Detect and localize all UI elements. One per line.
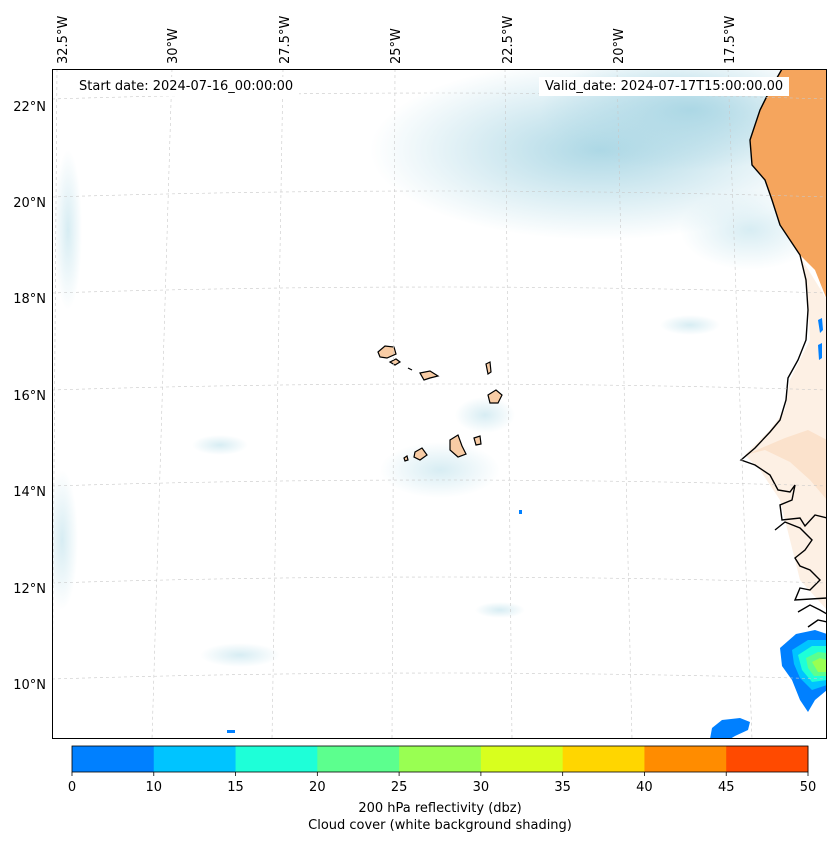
- parallel-16: [52, 383, 827, 391]
- island-santiago: [449, 434, 467, 458]
- colorbar-tick-label: 40: [636, 780, 653, 795]
- longitude-labels: 32.5°W 30°W 27.5°W 25°W 22.5°W 20°W 17.5…: [56, 16, 738, 64]
- land-senegal-shade: [745, 430, 827, 500]
- island-sal: [485, 361, 492, 375]
- land-mauritania: [750, 69, 827, 300]
- parallel-20: [52, 190, 827, 198]
- colorbar-segment: [644, 746, 727, 772]
- parallel-12: [52, 576, 827, 584]
- meridian-27-5: [271, 69, 284, 739]
- colorbar-tick-label: 10: [146, 780, 163, 795]
- colorbar-border: [71, 745, 809, 773]
- cloud-patch-west-1: [54, 150, 82, 310]
- cape-verde-islands: [377, 345, 503, 462]
- lon-label: 25°W: [389, 28, 404, 64]
- start-date-label: Start date: 2024-07-16_00:00:00: [73, 77, 300, 96]
- island-fogo: [413, 447, 428, 461]
- lon-label: 27.5°W: [278, 16, 293, 64]
- reflectivity-cell-tiny-2: [519, 510, 522, 514]
- colorbar-tick-label: 30: [473, 780, 490, 795]
- cloud-patch-west-2: [52, 470, 78, 610]
- island-maio: [473, 435, 482, 446]
- parallel-18: [52, 286, 827, 294]
- colorbar-tick-label: 35: [554, 780, 571, 795]
- cloud-patch-south-west: [200, 643, 280, 667]
- parallel-10: [52, 672, 827, 680]
- lat-label: 10°N: [13, 678, 46, 693]
- lon-label: 20°W: [612, 28, 627, 64]
- lon-label: 22.5°W: [501, 16, 516, 64]
- latitude-labels: 22°N 20°N 18°N 16°N 14°N 12°N 10°N: [13, 100, 46, 693]
- lat-label: 18°N: [13, 292, 46, 307]
- reflectivity-cell-tiny: [227, 730, 235, 733]
- colorbar-label: 200 hPa reflectivity (dbz): [358, 801, 522, 816]
- lon-label: 30°W: [166, 28, 181, 64]
- meridian-22-5: [504, 69, 513, 739]
- island-brava: [403, 455, 409, 462]
- colorbar-tick-label: 50: [800, 780, 817, 795]
- colorbar-tick-label: 15: [227, 780, 244, 795]
- island-santo-antao: [377, 345, 397, 359]
- colorbar-sublabel: Cloud cover (white background shading): [308, 818, 572, 833]
- coastline-guinea: [797, 604, 827, 615]
- parallel-22: [52, 92, 827, 100]
- cloud-patch-boavista: [455, 397, 515, 433]
- lon-label: 32.5°W: [56, 16, 71, 64]
- lat-label: 20°N: [13, 196, 46, 211]
- reflectivity-cell-south: [710, 718, 750, 739]
- colorbar-segment: [726, 746, 809, 772]
- island-santa-luzia: [407, 367, 413, 371]
- coastline-africa: [739, 69, 827, 528]
- meridian-20: [616, 69, 633, 739]
- colorbar-segment: [317, 746, 400, 772]
- reflectivity-field: [227, 318, 827, 739]
- lon-label: 17.5°W: [723, 16, 738, 64]
- coastline-guinea-south: [807, 619, 827, 628]
- colorbar-tick-label: 20: [309, 780, 326, 795]
- colorbar-segment: [480, 746, 564, 772]
- colorbar-segment: [562, 746, 645, 772]
- colorbar-segment: [399, 746, 482, 772]
- island-boa-vista: [487, 389, 503, 404]
- reflectivity-cell-30dbz: [812, 658, 827, 672]
- lat-label: 16°N: [13, 389, 46, 404]
- cloud-patch-mid: [192, 435, 248, 455]
- colorbar-tick-label: 25: [391, 780, 408, 795]
- cloud-patch-south: [475, 602, 525, 618]
- meridian-25: [391, 69, 396, 739]
- colorbar-segment: [235, 746, 318, 772]
- lat-label: 14°N: [13, 485, 46, 500]
- colorbar-tick-label: 0: [68, 780, 76, 795]
- graticule: [52, 69, 827, 739]
- island-sao-vicente: [388, 358, 402, 366]
- map-border: [52, 69, 827, 739]
- meridian-30: [151, 69, 173, 739]
- land-senegal: [745, 240, 827, 610]
- reflectivity-cell-coast: [818, 318, 823, 360]
- island-sao-nicolau: [419, 370, 440, 381]
- coastline-guinea-bissau: [774, 521, 827, 601]
- lat-label: 12°N: [13, 582, 46, 597]
- colorbar-segment: [153, 746, 237, 772]
- cloud-patch-east: [660, 315, 720, 335]
- lat-label: 22°N: [13, 100, 46, 115]
- colorbar-segment: [72, 746, 155, 772]
- colorbar: 0 10 15 20 25 30 35 40 45 50: [68, 745, 817, 795]
- valid-date-label: Valid_date: 2024-07-17T15:00:00.00: [539, 77, 790, 96]
- colorbar-tick-label: 45: [718, 780, 735, 795]
- cloud-patch-islands: [380, 442, 500, 498]
- meridian-17-5: [727, 69, 753, 739]
- parallel-14: [52, 479, 827, 487]
